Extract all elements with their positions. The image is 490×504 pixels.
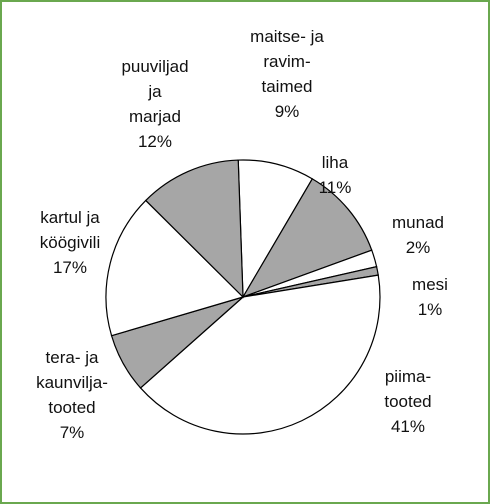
category-label: maitse- ja ravim- taimed (250, 27, 324, 96)
value-label: 17% (52, 258, 88, 277)
pie-slice (144, 159, 244, 299)
category-label: kartul ja köögivili (39, 208, 101, 252)
value-label: 1% (417, 300, 443, 319)
pie-slice (105, 199, 245, 337)
slice-label: tera- ja kaunvilja- tooted 7% (36, 345, 108, 445)
value-label: 11% (318, 178, 352, 197)
value-label: 12% (137, 132, 173, 151)
pie-slice (139, 274, 381, 435)
slice-label: munad 2% (392, 210, 444, 260)
slice-label: piima- tooted 41% (384, 364, 431, 439)
category-label: liha (321, 153, 349, 172)
pie-slice (241, 178, 373, 299)
slice-label: maitse- ja ravim- taimed 9% (250, 24, 324, 124)
slice-label: liha 11% (319, 150, 352, 200)
slice-label: puuviljad ja marjad 12% (121, 54, 188, 154)
value-label: 9% (274, 102, 300, 121)
category-label: munad (392, 213, 444, 232)
slice-label: mesi 1% (401, 272, 459, 322)
value-label: 7% (59, 423, 85, 442)
category-label: mesi (412, 275, 448, 294)
slice-label: kartul ja köögivili 17% (40, 205, 100, 280)
category-label: piima- tooted (384, 367, 432, 411)
value-label: 2% (405, 238, 431, 257)
value-label: 41% (390, 417, 426, 436)
category-label: puuviljad ja marjad (121, 57, 189, 126)
category-label: tera- ja kaunvilja- tooted (36, 348, 108, 417)
